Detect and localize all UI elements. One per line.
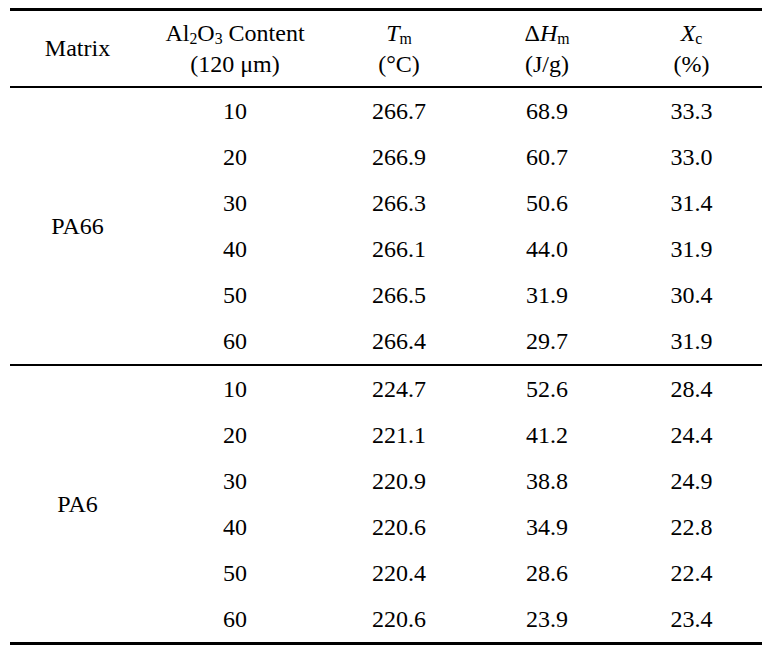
cell-tm: 220.6 <box>325 596 473 644</box>
cell-content: 60 <box>145 318 325 365</box>
header-tm-symbol: Tm <box>325 18 473 49</box>
dhm-subscript: m <box>557 30 569 47</box>
xc-subscript: c <box>695 30 702 47</box>
cell-content: 30 <box>145 180 325 226</box>
header-xc-symbol: Xc <box>621 18 762 49</box>
cell-tm: 220.9 <box>325 458 473 504</box>
cell-dhm: 68.9 <box>473 87 621 134</box>
cell-dhm: 60.7 <box>473 134 621 180</box>
cell-content: 60 <box>145 596 325 644</box>
cell-content: 30 <box>145 458 325 504</box>
cell-content: 10 <box>145 365 325 412</box>
paper-table-page: Matrix Al2O3 Content (120 μm) Tm (°C) ΔH… <box>0 0 773 658</box>
header-tm-unit: (°C) <box>325 49 473 80</box>
formula-sub3: 3 <box>215 30 223 47</box>
tm-subscript: m <box>400 30 412 47</box>
cell-tm: 266.5 <box>325 272 473 318</box>
cell-dhm: 34.9 <box>473 504 621 550</box>
cell-tm: 266.1 <box>325 226 473 272</box>
table-row: PA6 10 224.7 52.6 28.4 <box>10 365 762 412</box>
cell-xc: 31.9 <box>621 318 762 365</box>
header-al2o3-unit: (120 μm) <box>145 49 325 80</box>
matrix-label-pa6: PA6 <box>10 365 145 644</box>
cell-dhm: 29.7 <box>473 318 621 365</box>
cell-content: 40 <box>145 504 325 550</box>
cell-xc: 31.4 <box>621 180 762 226</box>
cell-xc: 24.4 <box>621 412 762 458</box>
formula-sub2: 2 <box>189 30 197 47</box>
cell-xc: 28.4 <box>621 365 762 412</box>
cell-dhm: 38.8 <box>473 458 621 504</box>
cell-content: 10 <box>145 87 325 134</box>
cell-dhm: 31.9 <box>473 272 621 318</box>
header-al2o3-content: Al2O3 Content (120 μm) <box>145 10 325 88</box>
header-xc: Xc (%) <box>621 10 762 88</box>
cell-tm: 220.6 <box>325 504 473 550</box>
xc-symbol: X <box>681 20 696 46</box>
cell-xc: 30.4 <box>621 272 762 318</box>
cell-tm: 220.4 <box>325 550 473 596</box>
cell-xc: 22.8 <box>621 504 762 550</box>
tm-symbol: T <box>386 20 399 46</box>
dhm-symbol: H <box>540 20 557 46</box>
cell-tm: 266.3 <box>325 180 473 226</box>
header-matrix: Matrix <box>10 10 145 88</box>
formula-o: O <box>197 20 214 46</box>
cell-tm: 266.7 <box>325 87 473 134</box>
header-dhm-symbol: ΔHm <box>473 18 621 49</box>
cell-tm: 224.7 <box>325 365 473 412</box>
cell-dhm: 52.6 <box>473 365 621 412</box>
header-tm: Tm (°C) <box>325 10 473 88</box>
table-group-pa66: PA66 10 266.7 68.9 33.3 20 266.9 60.7 33… <box>10 87 762 365</box>
cell-content: 40 <box>145 226 325 272</box>
header-dhm: ΔHm (J/g) <box>473 10 621 88</box>
cell-content: 20 <box>145 134 325 180</box>
cell-tm: 221.1 <box>325 412 473 458</box>
cell-dhm: 44.0 <box>473 226 621 272</box>
header-xc-unit: (%) <box>621 49 762 80</box>
formula-content-word: Content <box>223 20 305 46</box>
cell-xc: 22.4 <box>621 550 762 596</box>
cell-dhm: 41.2 <box>473 412 621 458</box>
cell-content: 50 <box>145 272 325 318</box>
header-dhm-unit: (J/g) <box>473 49 621 80</box>
cell-dhm: 23.9 <box>473 596 621 644</box>
matrix-label-pa66: PA66 <box>10 87 145 365</box>
header-al2o3-formula: Al2O3 Content <box>145 18 325 49</box>
cell-dhm: 50.6 <box>473 180 621 226</box>
cell-xc: 33.0 <box>621 134 762 180</box>
cell-content: 50 <box>145 550 325 596</box>
header-matrix-label: Matrix <box>45 35 110 61</box>
table-group-pa6: PA6 10 224.7 52.6 28.4 20 221.1 41.2 24.… <box>10 365 762 644</box>
thermal-properties-table: Matrix Al2O3 Content (120 μm) Tm (°C) ΔH… <box>10 8 762 645</box>
cell-dhm: 28.6 <box>473 550 621 596</box>
cell-xc: 23.4 <box>621 596 762 644</box>
formula-al: Al <box>165 20 189 46</box>
cell-tm: 266.9 <box>325 134 473 180</box>
table-header: Matrix Al2O3 Content (120 μm) Tm (°C) ΔH… <box>10 10 762 88</box>
cell-tm: 266.4 <box>325 318 473 365</box>
table-row: PA66 10 266.7 68.9 33.3 <box>10 87 762 134</box>
cell-xc: 33.3 <box>621 87 762 134</box>
cell-content: 20 <box>145 412 325 458</box>
header-row: Matrix Al2O3 Content (120 μm) Tm (°C) ΔH… <box>10 10 762 88</box>
dhm-delta: Δ <box>524 20 539 46</box>
cell-xc: 24.9 <box>621 458 762 504</box>
cell-xc: 31.9 <box>621 226 762 272</box>
